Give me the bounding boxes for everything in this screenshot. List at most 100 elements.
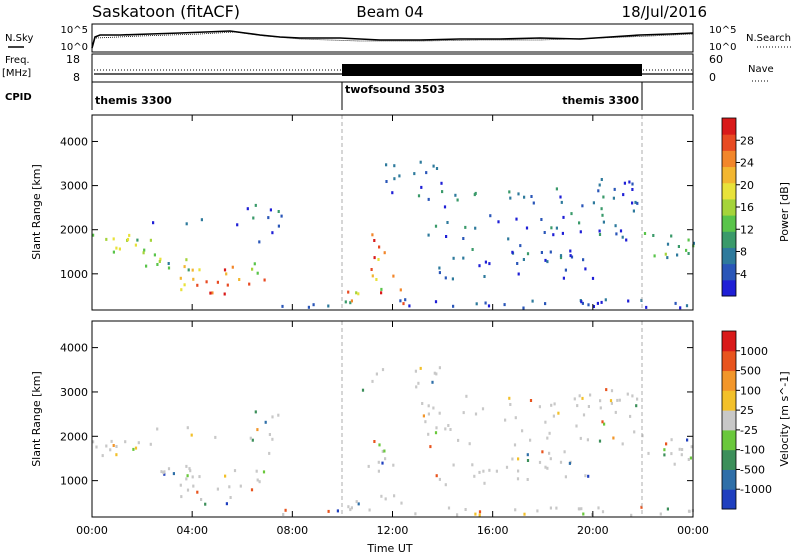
nave-tick-low: 0 (709, 71, 716, 84)
data-cell (576, 404, 579, 408)
data-cell (347, 505, 350, 509)
data-cell (198, 475, 201, 479)
data-cell (687, 252, 690, 255)
data-cell (404, 298, 407, 302)
data-cell (355, 500, 358, 504)
colorbar-segment (722, 350, 736, 372)
data-cell (185, 477, 188, 481)
data-cell (92, 440, 95, 444)
data-cell (375, 372, 378, 376)
data-cell (614, 410, 617, 414)
data-cell (189, 469, 192, 473)
velocity-xlabel: Time UT (366, 542, 412, 554)
cpid-segment-2: twofsound 3503 (345, 83, 445, 96)
data-cell (115, 445, 118, 448)
data-cell (552, 233, 555, 237)
data-cell (110, 439, 113, 443)
data-cell (570, 212, 573, 216)
data-cell (647, 451, 650, 455)
data-cell (190, 433, 193, 437)
data-cell (544, 465, 547, 469)
data-cell (521, 429, 524, 433)
data-cell (526, 459, 530, 462)
data-cell (420, 185, 423, 189)
data-cell (383, 449, 386, 453)
data-cell (653, 254, 656, 258)
data-cell (350, 506, 353, 510)
data-cell (432, 164, 435, 168)
data-cell (516, 477, 520, 481)
data-cell (474, 512, 477, 516)
data-cell (269, 208, 272, 212)
data-cell (513, 443, 517, 447)
data-cell (582, 512, 585, 516)
data-cell (424, 420, 427, 424)
data-cell (555, 226, 558, 230)
ytick-label: 1000 (60, 475, 88, 488)
data-cell (474, 226, 477, 230)
data-cell (229, 496, 232, 499)
nsearch-trace (95, 31, 694, 42)
data-cell (598, 233, 602, 236)
data-cell (417, 194, 421, 198)
data-cell (349, 301, 352, 305)
data-cell (180, 495, 183, 499)
data-cell (541, 450, 544, 454)
data-cell (421, 402, 424, 405)
data-cell (600, 207, 603, 211)
power-data (92, 160, 695, 310)
data-cell (449, 428, 452, 431)
data-cell (277, 224, 280, 228)
data-cell (371, 233, 374, 237)
data-cell (377, 460, 380, 464)
data-cell (384, 497, 387, 501)
data-cell (109, 448, 112, 452)
data-cell (628, 180, 631, 184)
data-cell (225, 272, 228, 276)
data-cell (517, 272, 520, 276)
data-cell (183, 265, 186, 269)
data-cell (475, 302, 478, 306)
data-cell (456, 198, 459, 202)
data-cell (478, 513, 481, 517)
data-cell (673, 462, 676, 466)
data-cell (391, 191, 394, 195)
data-cell (478, 264, 481, 268)
data-cell (689, 456, 692, 460)
data-cell (523, 512, 526, 516)
data-cell (419, 160, 422, 164)
data-cell (434, 224, 438, 228)
colorbar-segment (722, 279, 736, 297)
data-cell (526, 252, 530, 256)
xtick-label: 12:00 (377, 524, 409, 537)
data-cell (425, 171, 428, 175)
nsky-trace (91, 30, 694, 49)
data-cell (255, 469, 258, 473)
data-cell (452, 463, 455, 467)
data-cell (549, 506, 552, 510)
data-cell (481, 407, 485, 411)
data-cell (115, 246, 118, 250)
data-cell (605, 388, 608, 392)
data-cell (515, 217, 518, 221)
data-cell (216, 280, 219, 284)
data-cell (179, 483, 182, 487)
data-cell (526, 453, 529, 457)
colorbar-segment (722, 150, 736, 168)
freq-panel: Freq. [MHz] 18 8 Nave 60 0 (2, 53, 774, 84)
data-cell (508, 190, 511, 194)
data-cell (482, 469, 485, 473)
data-cell (452, 304, 455, 308)
data-cell (663, 453, 666, 457)
data-cell (368, 508, 371, 512)
data-cell (417, 381, 420, 385)
data-cell (538, 460, 542, 464)
data-cell (196, 490, 199, 494)
data-cell (599, 406, 602, 410)
xtick-label: 00:00 (76, 524, 108, 537)
nave-label: Nave (748, 64, 774, 75)
data-cell (434, 300, 438, 304)
data-cell (267, 216, 270, 220)
data-cell (415, 385, 418, 389)
data-cell (484, 260, 487, 264)
